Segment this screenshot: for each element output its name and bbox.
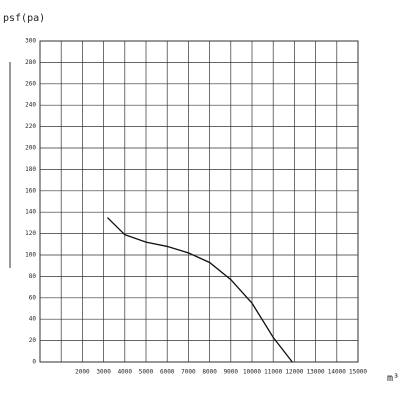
data-line (106, 217, 293, 363)
x-tick-label: 13000 (307, 369, 325, 376)
y-tick-label: 260 (25, 80, 36, 87)
y-tick-label: 160 (25, 187, 36, 194)
x-tick-label: 3000 (96, 369, 111, 376)
y-tick-label: 280 (25, 59, 36, 66)
y-tick-label: 100 (25, 252, 36, 259)
x-tick-label: 2000 (75, 369, 90, 376)
y-tick-label: 80 (29, 273, 37, 280)
y-tick-label: 120 (25, 230, 36, 237)
y-tick-label: 300 (25, 38, 36, 45)
x-tick-label: 6000 (160, 369, 175, 376)
x-tick-label: 5000 (139, 369, 154, 376)
x-tick-label: 10000 (243, 369, 261, 376)
x-tick-label: 14000 (328, 369, 346, 376)
y-tick-label: 20 (29, 337, 37, 344)
x-tick-label: 9000 (224, 369, 239, 376)
y-axis-title: psf(pa) (3, 13, 45, 24)
x-tick-label: 4000 (118, 369, 133, 376)
x-tick-label: 7000 (181, 369, 196, 376)
x-tick-label: 8000 (202, 369, 217, 376)
y-tick-label: 240 (25, 102, 36, 109)
x-axis-title: m³ (387, 373, 399, 384)
y-tick-label: 200 (25, 145, 36, 152)
y-tick-label: 220 (25, 123, 36, 130)
x-tick-label: 11000 (264, 369, 282, 376)
y-tick-label: 140 (25, 209, 36, 216)
y-tick-label: 0 (32, 359, 36, 366)
y-tick-label: 60 (29, 294, 37, 301)
x-tick-label: 12000 (285, 369, 303, 376)
y-tick-label: 40 (29, 316, 37, 323)
y-tick-label: 180 (25, 166, 36, 173)
x-tick-label: 15000 (349, 369, 367, 376)
plot-frame (39, 40, 359, 363)
